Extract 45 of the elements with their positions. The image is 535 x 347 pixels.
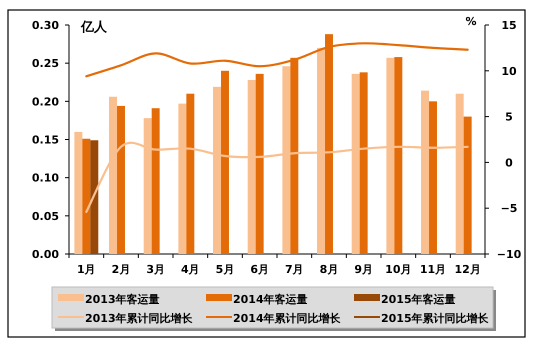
x-tick-label: 7月 xyxy=(285,263,304,276)
legend-label: 2014年累计同比增长 xyxy=(233,312,342,325)
x-tick-label: 1月 xyxy=(77,263,96,276)
bar xyxy=(90,140,98,254)
y-tick-label: 0.00 xyxy=(32,248,60,261)
legend-label: 2015年客运量 xyxy=(381,293,456,306)
bar xyxy=(360,72,368,254)
x-tick-label: 2月 xyxy=(112,263,130,276)
x-tick-label: 5月 xyxy=(216,263,234,276)
y-axis-title: 亿人 xyxy=(80,20,108,35)
x-tick-label: 11月 xyxy=(420,263,446,276)
bar xyxy=(464,116,472,254)
x-tick-label: 3月 xyxy=(146,263,165,276)
bar xyxy=(221,70,229,254)
legend-label: 2015年累计同比增长 xyxy=(381,312,490,325)
y2-tick-label: 0 xyxy=(505,156,514,170)
legend-label: 2014年客运量 xyxy=(233,293,308,306)
x-tick-label: 6月 xyxy=(250,263,269,276)
y2-tick-label: −5 xyxy=(500,202,518,216)
y2-tick-label: 15 xyxy=(501,19,517,32)
y2-tick-label: 5 xyxy=(505,110,513,124)
bar xyxy=(186,94,194,254)
x-tick-label: 4月 xyxy=(181,263,200,276)
y-tick-label: 0.05 xyxy=(32,210,59,223)
y-tick-label: 0.25 xyxy=(32,57,59,70)
x-tick-label: 9月 xyxy=(354,263,373,276)
bar xyxy=(429,101,437,254)
bar xyxy=(117,106,125,254)
bar xyxy=(74,132,82,254)
y-tick-label: 0.30 xyxy=(32,19,60,32)
x-tick-label: 8月 xyxy=(320,263,338,276)
bar xyxy=(82,138,90,254)
bar xyxy=(394,57,402,254)
y-tick-label: 0.20 xyxy=(32,95,60,108)
legend-label: 2013年客运量 xyxy=(85,293,160,306)
y-tick-label: 0.10 xyxy=(32,172,60,185)
legend-label: 2013年累计同比增长 xyxy=(85,312,194,325)
y2-tick-label: 10 xyxy=(501,64,517,78)
bar xyxy=(256,74,264,254)
y2-axis-title: % xyxy=(465,15,477,28)
x-tick-label: 12月 xyxy=(454,263,481,276)
y2-tick-label: −10 xyxy=(496,248,522,261)
bar xyxy=(152,108,160,254)
x-tick-label: 10月 xyxy=(385,263,412,276)
y-tick-label: 0.15 xyxy=(32,134,59,146)
